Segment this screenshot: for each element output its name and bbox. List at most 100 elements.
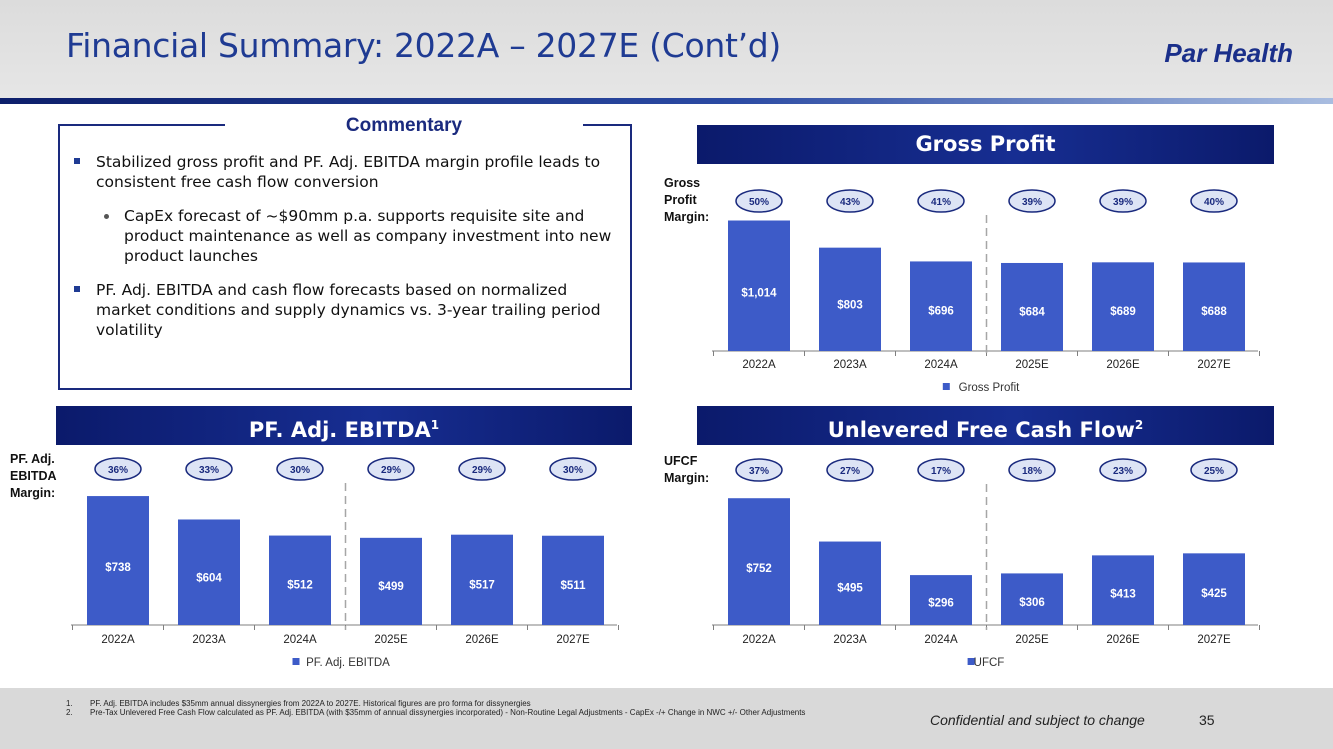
margin-value-label: 23%: [1113, 466, 1133, 477]
margin-ellipse: [276, 457, 324, 481]
margin-value-label: 36%: [108, 465, 128, 476]
margin-ellipse: [1008, 189, 1056, 213]
margin-label-line: Margin:: [10, 486, 56, 500]
bar-value-label: $306: [1019, 597, 1045, 609]
category-tick-label: 2026E: [1106, 634, 1140, 646]
footnote-number: 1.: [66, 699, 73, 708]
bar-2026E: [451, 534, 513, 625]
confidential-notice: Confidential and subject to change: [930, 712, 1145, 728]
bar-value-label: $803: [837, 299, 863, 311]
brand-logo-text: Par Health: [1164, 38, 1293, 68]
bar-value-label: $517: [469, 579, 495, 591]
bar-2026E: [1092, 555, 1154, 625]
category-tick-label: 2025E: [1015, 634, 1049, 646]
gross-profit-margin-label: Gross Profit Margin:: [664, 175, 709, 226]
margin-label-line: EBITDA: [10, 469, 57, 483]
bar-value-label: $499: [378, 581, 404, 593]
bar-2027E: [542, 535, 604, 625]
margin-value-label: 30%: [563, 465, 583, 476]
margin-label-line: Gross: [664, 176, 701, 190]
margin-ellipse: [458, 457, 506, 481]
category-tick-label: 2023A: [192, 634, 226, 646]
category-tick-label: 2024A: [924, 359, 958, 371]
bar-value-label: $495: [837, 582, 863, 594]
category-tick-label: 2026E: [1106, 359, 1140, 371]
legend-label: UFCF: [974, 657, 1005, 669]
legend-label: PF. Adj. EBITDA: [306, 657, 390, 669]
margin-value-label: 29%: [472, 465, 492, 476]
footer-bar: 1. PF. Adj. EBITDA includes $35mm annual…: [0, 688, 1333, 749]
page-title: Financial Summary: 2022A – 2027E (Cont’d…: [66, 26, 782, 65]
square-bullet-icon: [74, 158, 80, 164]
margin-value-label: 33%: [199, 465, 219, 476]
margin-value-label: 29%: [381, 465, 401, 476]
margin-ellipse: [735, 458, 783, 482]
margin-value-label: 43%: [840, 197, 860, 208]
footnote-text: PF. Adj. EBITDA includes $35mm annual di…: [90, 699, 531, 708]
margin-ellipse: [826, 189, 874, 213]
bullet-text: PF. Adj. EBITDA and cash flow forecasts …: [96, 281, 601, 339]
bar-value-label: $689: [1110, 306, 1136, 318]
ufcf-chart-title: Unlevered Free Cash Flow2: [697, 406, 1274, 445]
margin-label-line: Profit: [664, 193, 697, 207]
ebitda-chart: $738 36% 2022A $604 33% 2023A $512 30% 2024A $499…: [71, 457, 619, 669]
gross-profit-chart: $1,014 50% 2022A $803 43% 2023A $696 41% 2024A $6…: [712, 189, 1260, 394]
margin-ellipse: [1190, 458, 1238, 482]
bar-2026E: [1092, 262, 1154, 351]
bar-2025E: [360, 537, 422, 625]
legend-swatch: [967, 658, 975, 665]
footnote-2: 2. Pre-Tax Unlevered Free Cash Flow calc…: [66, 708, 936, 717]
margin-ellipse: [1099, 458, 1147, 482]
commentary-box: Commentary Stabilized gross profit and P…: [58, 115, 632, 390]
bar-2022A: [728, 498, 790, 625]
category-tick-label: 2027E: [1197, 359, 1231, 371]
ufcf-title-text: Unlevered Free Cash Flow: [827, 418, 1135, 442]
bar-2027E: [1183, 262, 1245, 351]
ufcf-margin-label: UFCF Margin:: [664, 453, 709, 487]
header-bar: Financial Summary: 2022A – 2027E (Cont’d…: [0, 0, 1333, 98]
margin-ellipse: [549, 457, 597, 481]
margin-ellipse: [917, 189, 965, 213]
bar-value-label: $738: [105, 562, 131, 574]
footnote-number: 2.: [66, 708, 73, 717]
bar-2023A: [819, 247, 881, 351]
category-tick-label: 2025E: [1015, 359, 1049, 371]
margin-value-label: 18%: [1022, 466, 1042, 477]
ebitda-margin-label: PF. Adj. EBITDA Margin:: [10, 451, 57, 502]
bar-2022A: [728, 220, 790, 351]
margin-value-label: 17%: [931, 466, 951, 477]
margin-label-line: UFCF: [664, 454, 698, 468]
margin-value-label: 50%: [749, 197, 769, 208]
category-tick-label: 2027E: [1197, 634, 1231, 646]
bar-2025E: [1001, 573, 1063, 625]
category-tick-label: 2027E: [556, 634, 590, 646]
margin-label-line: Margin:: [664, 471, 710, 485]
margin-ellipse: [1099, 189, 1147, 213]
bar-value-label: $425: [1201, 588, 1227, 600]
margin-value-label: 40%: [1204, 197, 1224, 208]
bar-2024A: [910, 575, 972, 625]
page-number: 35: [1199, 712, 1215, 728]
bar-value-label: $511: [561, 580, 587, 592]
legend-swatch: [942, 383, 950, 390]
margin-ellipse: [917, 458, 965, 482]
margin-ellipse: [94, 457, 142, 481]
gross-profit-chart-title: Gross Profit: [697, 125, 1274, 164]
bar-value-label: $512: [287, 580, 313, 592]
margin-value-label: 30%: [290, 465, 310, 476]
footnote-ref: 1: [430, 418, 440, 432]
margin-ellipse: [1008, 458, 1056, 482]
category-tick-label: 2023A: [833, 359, 867, 371]
margin-label-line: PF. Adj.: [10, 452, 55, 466]
category-tick-label: 2022A: [742, 634, 776, 646]
footnote-text: Pre-Tax Unlevered Free Cash Flow calcula…: [90, 708, 806, 717]
bar-value-label: $296: [928, 598, 954, 610]
commentary-bullet: Stabilized gross profit and PF. Adj. EBI…: [74, 152, 622, 192]
commentary-sub-bullet: CapEx forecast of ~$90mm p.a. supports r…: [74, 206, 622, 266]
square-bullet-icon: [74, 286, 80, 292]
margin-value-label: 41%: [931, 197, 951, 208]
bar-2022A: [87, 496, 149, 625]
ebitda-title-text: PF. Adj. EBITDA: [248, 418, 431, 442]
margin-ellipse: [367, 457, 415, 481]
margin-value-label: 27%: [840, 466, 860, 477]
